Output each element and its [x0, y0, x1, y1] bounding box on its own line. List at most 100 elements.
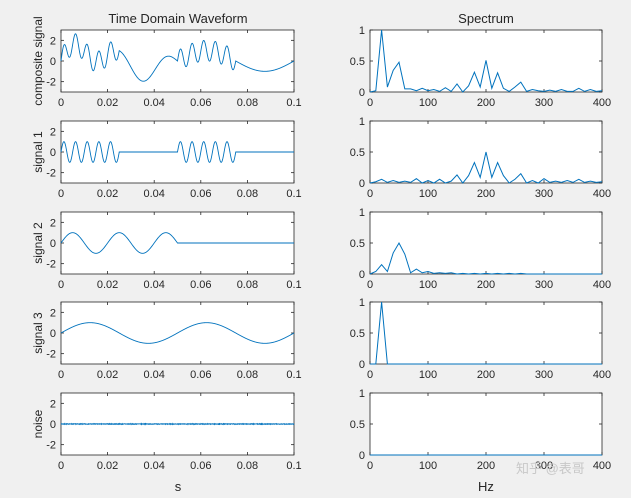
time-domain-title: Time Domain Waveform — [108, 11, 247, 26]
spectrum-axes-5 — [369, 392, 603, 456]
spectrum-xtick-label: 100 — [419, 279, 437, 291]
time-ytick-label: -2 — [46, 77, 56, 89]
time-xtick-label: 0.02 — [97, 279, 118, 291]
spectrum-ytick-label: 1 — [359, 116, 365, 128]
spectrum-xtick-label: 300 — [535, 460, 553, 472]
time-xtick-label: 0.02 — [97, 369, 118, 381]
time-ytick-label: -2 — [46, 168, 56, 180]
time-xtick-label: 0.02 — [97, 460, 118, 472]
time-xtick-label: 0 — [58, 188, 64, 200]
watermark: 知乎 @表哥 — [516, 461, 585, 476]
spectrum-axes-4 — [369, 301, 603, 365]
time-xtick-label: 0.08 — [237, 279, 258, 291]
ylabel-5: noise — [31, 409, 45, 438]
time-xtick-label: 0.04 — [143, 188, 164, 200]
spectrum-line-2 — [369, 151, 603, 184]
spectrum-xtick-label: 200 — [477, 188, 495, 200]
spectrum-xtick-label: 0 — [367, 460, 373, 472]
spectrum-xtick-label: 100 — [419, 188, 437, 200]
spectrum-ytick-label: 0.5 — [350, 419, 365, 431]
spectrum-line-1 — [369, 29, 603, 93]
spectrum-xtick-label: 100 — [419, 369, 437, 381]
spectrum-xtick-label: 100 — [419, 460, 437, 472]
time-xtick-label: 0 — [58, 279, 64, 291]
time-series-line-2 — [60, 141, 294, 163]
spectrum-ytick-label: 1 — [359, 207, 365, 219]
time-series-line-4 — [60, 322, 295, 344]
spectrum-line-4 — [370, 301, 602, 365]
spectrum-xtick-label: 200 — [477, 460, 495, 472]
time-ytick-label: -2 — [46, 259, 56, 271]
spectrum-xtick-label: 400 — [593, 460, 611, 472]
spectrum-ytick-label: 0.5 — [350, 147, 365, 159]
time-ytick-label: 2 — [50, 398, 56, 410]
time-xtick-label: 0 — [58, 460, 64, 472]
time-ytick-label: 2 — [50, 217, 56, 229]
spectrum-ytick-label: 1 — [359, 388, 365, 400]
time-xtick-label: 0.06 — [190, 97, 211, 109]
spectrum-xtick-label: 200 — [477, 369, 495, 381]
time-xtick-label: 0.08 — [237, 97, 258, 109]
time-xtick-label: 0.04 — [143, 279, 164, 291]
time-ytick-label: -2 — [46, 440, 56, 452]
time-xtick-label: 0.1 — [286, 97, 301, 109]
time-ytick-label: 2 — [50, 126, 56, 138]
time-xtick-label: 0.1 — [286, 460, 301, 472]
time-xtick-label: 0.1 — [286, 279, 301, 291]
spectrum-xtick-label: 400 — [593, 279, 611, 291]
spectrum-ytick-label: 0.5 — [350, 328, 365, 340]
time-xtick-label: 0.1 — [286, 188, 301, 200]
spectrum-xtick-label: 0 — [367, 188, 373, 200]
spectrum-ytick-label: 0.5 — [350, 56, 365, 68]
frequency-axis-label: Hz — [478, 479, 494, 494]
spectrum-ytick-label: 0.5 — [350, 238, 365, 250]
time-xtick-label: 0.06 — [190, 279, 211, 291]
spectrum-xtick-label: 200 — [477, 97, 495, 109]
time-ytick-label: 2 — [50, 307, 56, 319]
spectrum-xtick-label: 200 — [477, 279, 495, 291]
spectrum-title: Spectrum — [458, 11, 514, 26]
time-ytick-label: 0 — [50, 56, 56, 68]
spectrum-ytick-label: 0 — [359, 450, 365, 462]
time-ytick-label: 2 — [50, 35, 56, 47]
time-xtick-label: 0 — [58, 97, 64, 109]
spectrum-xtick-label: 0 — [367, 279, 373, 291]
time-ytick-label: 0 — [50, 419, 56, 431]
ylabel-2: signal 1 — [31, 131, 45, 173]
spectrum-ytick-label: 1 — [359, 25, 365, 37]
time-xtick-label: 0.08 — [237, 188, 258, 200]
spectrum-xtick-label: 100 — [419, 97, 437, 109]
time-xtick-label: 0 — [58, 369, 64, 381]
time-xtick-label: 0.08 — [237, 460, 258, 472]
spectrum-xtick-label: 300 — [535, 369, 553, 381]
time-series-line-1 — [60, 33, 295, 82]
time-xtick-label: 0.02 — [97, 188, 118, 200]
spectrum-xtick-label: 300 — [535, 97, 553, 109]
spectrum-ytick-label: 0 — [359, 359, 365, 371]
time-ytick-label: 0 — [50, 147, 56, 159]
time-xtick-label: 0.04 — [143, 460, 164, 472]
ylabel-1: composite signal — [31, 16, 45, 105]
spectrum-xtick-label: 400 — [593, 369, 611, 381]
time-ytick-label: -2 — [46, 349, 56, 361]
spectrum-ytick-label: 1 — [359, 297, 365, 309]
spectrum-line-3 — [369, 241, 602, 275]
time-xtick-label: 0.06 — [190, 369, 211, 381]
time-xtick-label: 0.02 — [97, 97, 118, 109]
spectrum-ytick-label: 0 — [359, 269, 365, 281]
spectrum-xtick-label: 300 — [535, 279, 553, 291]
spectrum-xtick-label: 0 — [367, 97, 373, 109]
time-ytick-label: 0 — [50, 238, 56, 250]
spectrum-xtick-label: 300 — [535, 188, 553, 200]
time-series-line-3 — [60, 232, 294, 254]
time-xtick-label: 0.08 — [237, 369, 258, 381]
time-axis-label: s — [175, 479, 182, 494]
time-series-line-5 — [60, 422, 295, 426]
spectrum-xtick-label: 400 — [593, 188, 611, 200]
time-xtick-label: 0.04 — [143, 369, 164, 381]
spectrum-ytick-label: 0 — [359, 178, 365, 190]
ylabel-3: signal 2 — [31, 222, 45, 264]
time-xtick-label: 0.06 — [190, 460, 211, 472]
ylabel-4: signal 3 — [31, 312, 45, 354]
